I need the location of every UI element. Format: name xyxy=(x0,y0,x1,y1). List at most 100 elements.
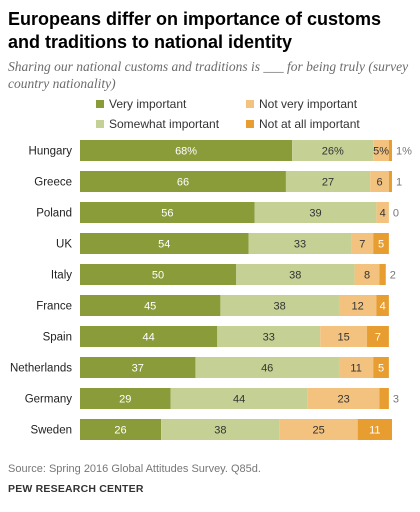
bar-sweden-not-very-important xyxy=(279,419,358,440)
category-label-france: France xyxy=(36,301,72,313)
bar-uk-not-at-all-important xyxy=(373,233,389,254)
data-label-france-somewhat-important: 38 xyxy=(274,301,286,313)
data-label-germany-not-very-important: 23 xyxy=(338,394,350,406)
organization-name: PEW RESEARCH CENTER xyxy=(8,483,144,495)
data-label-italy-not-very-important: 8 xyxy=(364,270,370,282)
bar-netherlands-somewhat-important xyxy=(195,357,339,378)
legend-item-very-important: Very important xyxy=(96,96,186,112)
category-label-uk: UK xyxy=(56,239,72,251)
bar-poland-somewhat-important xyxy=(254,202,377,223)
bar-greece-somewhat-important xyxy=(285,171,371,192)
bar-france-somewhat-important xyxy=(220,295,339,316)
category-label-greece: Greece xyxy=(34,177,72,189)
bar-spain-somewhat-important xyxy=(217,326,321,347)
bar-poland-very-important xyxy=(80,202,255,223)
data-label-greece-not-at-all-important: 1 xyxy=(396,177,402,189)
category-label-netherlands: Netherlands xyxy=(10,363,72,375)
bar-netherlands-very-important xyxy=(80,357,196,378)
data-label-poland-very-important: 56 xyxy=(161,208,173,220)
bar-greece-not-at-all-important xyxy=(388,171,392,192)
bar-italy-very-important xyxy=(80,264,236,285)
legend-swatch xyxy=(246,100,254,108)
category-label-italy: Italy xyxy=(51,270,72,282)
bar-germany-not-at-all-important xyxy=(379,388,389,409)
bar-france-very-important xyxy=(80,295,221,316)
bar-uk-somewhat-important xyxy=(248,233,352,254)
bar-hungary-somewhat-important xyxy=(292,140,374,161)
data-label-germany-very-important: 29 xyxy=(119,394,131,406)
data-label-uk-somewhat-important: 33 xyxy=(294,239,306,251)
legend-swatch xyxy=(96,100,104,108)
data-label-poland-not-very-important: 4 xyxy=(380,208,386,220)
chart-title: Europeans differ on importance of custom… xyxy=(8,9,382,52)
category-label-spain: Spain xyxy=(43,332,72,344)
bar-hungary-not-very-important xyxy=(373,140,389,161)
bar-uk-very-important xyxy=(80,233,249,254)
chart-subtitle: Sharing our national customs and traditi… xyxy=(8,59,409,91)
bar-germany-somewhat-important xyxy=(170,388,308,409)
legend-swatch xyxy=(96,120,104,128)
legend-item-not-very-important: Not very important xyxy=(246,96,357,112)
bar-italy-not-at-all-important xyxy=(379,264,386,285)
data-label-greece-somewhat-important: 27 xyxy=(322,177,334,189)
bar-sweden-not-at-all-important xyxy=(357,419,392,440)
bar-netherlands-not-very-important xyxy=(338,357,374,378)
data-label-uk-not-at-all-important: 5 xyxy=(378,239,384,251)
category-label-hungary: Hungary xyxy=(29,146,73,158)
bar-greece-not-very-important xyxy=(370,171,389,192)
data-label-sweden-not-at-all-important: 11 xyxy=(369,425,380,437)
source-note: Source: Spring 2016 Global Attitudes Sur… xyxy=(8,463,261,475)
bar-spain-not-very-important xyxy=(320,326,368,347)
bar-germany-not-very-important xyxy=(307,388,380,409)
data-label-italy-very-important: 50 xyxy=(152,270,164,282)
data-label-sweden-somewhat-important: 38 xyxy=(214,425,226,437)
legend-item-not-at-all-important: Not at all important xyxy=(246,116,360,132)
data-label-spain-very-important: 44 xyxy=(143,332,155,344)
bar-spain-not-at-all-important xyxy=(367,326,389,347)
bar-spain-very-important xyxy=(80,326,218,347)
bar-sweden-very-important xyxy=(80,419,162,440)
bar-poland-not-very-important xyxy=(376,202,389,223)
bar-france-not-very-important xyxy=(338,295,377,316)
data-label-greece-very-important: 66 xyxy=(177,177,189,189)
data-label-hungary-not-very-important: 5% xyxy=(373,146,389,158)
data-label-hungary-somewhat-important: 26% xyxy=(322,146,344,158)
data-label-germany-not-at-all-important: 3 xyxy=(393,394,399,406)
data-label-hungary-not-at-all-important: 1% xyxy=(396,146,412,158)
data-label-sweden-not-very-important: 25 xyxy=(313,425,325,437)
legend-label: Not at all important xyxy=(259,117,360,131)
data-label-netherlands-not-very-important: 11 xyxy=(350,363,361,375)
data-label-hungary-very-important: 68% xyxy=(175,146,197,158)
data-label-germany-somewhat-important: 44 xyxy=(233,394,245,406)
data-label-italy-not-at-all-important: 2 xyxy=(390,270,396,282)
data-label-france-not-at-all-important: 4 xyxy=(380,301,386,313)
bar-italy-somewhat-important xyxy=(236,264,355,285)
category-label-sweden: Sweden xyxy=(30,425,72,437)
data-label-poland-somewhat-important: 39 xyxy=(309,208,321,220)
data-label-uk-not-very-important: 7 xyxy=(359,239,365,251)
data-label-france-very-important: 45 xyxy=(144,301,156,313)
data-label-sweden-very-important: 26 xyxy=(114,425,126,437)
legend-label: Not very important xyxy=(259,97,358,111)
bar-sweden-somewhat-important xyxy=(161,419,280,440)
legend-swatch xyxy=(246,120,254,128)
legend-label: Very important xyxy=(109,97,187,111)
data-label-uk-very-important: 54 xyxy=(158,239,170,251)
legend-item-somewhat-important: Somewhat important xyxy=(96,116,219,132)
data-label-spain-not-very-important: 15 xyxy=(338,332,350,344)
data-label-netherlands-not-at-all-important: 5 xyxy=(378,363,384,375)
bar-germany-very-important xyxy=(80,388,171,409)
bar-netherlands-not-at-all-important xyxy=(373,357,389,378)
legend-label: Somewhat important xyxy=(109,117,220,131)
data-label-netherlands-somewhat-important: 46 xyxy=(261,363,273,375)
bar-france-not-at-all-important xyxy=(376,295,389,316)
bar-uk-not-very-important xyxy=(351,233,374,254)
data-label-greece-not-very-important: 6 xyxy=(376,177,382,189)
data-label-spain-not-at-all-important: 7 xyxy=(375,332,381,344)
data-label-spain-somewhat-important: 33 xyxy=(263,332,275,344)
data-label-italy-somewhat-important: 38 xyxy=(289,270,301,282)
bar-hungary-very-important xyxy=(80,140,293,161)
bar-italy-not-very-important xyxy=(354,264,380,285)
category-label-poland: Poland xyxy=(36,208,72,220)
